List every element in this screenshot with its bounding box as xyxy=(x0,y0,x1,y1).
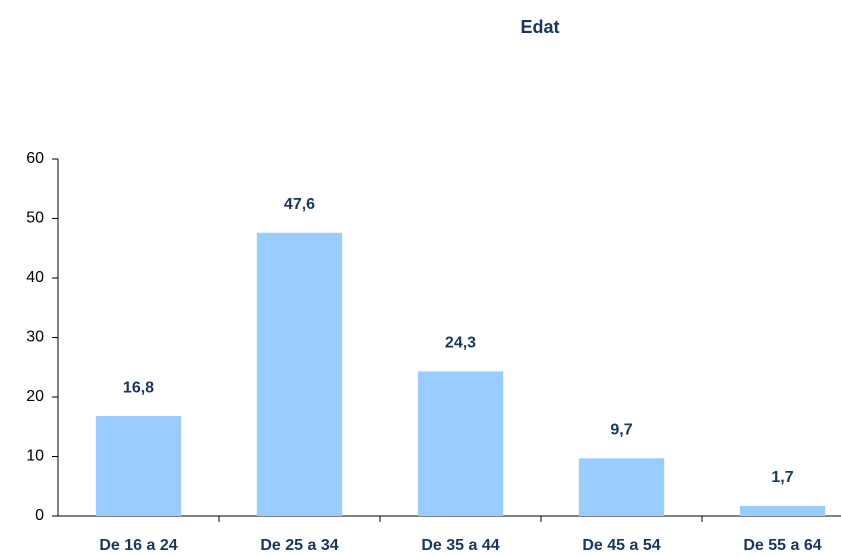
y-tick-label: 10 xyxy=(26,448,44,465)
x-tick-label: De 25 a 34 xyxy=(260,537,338,554)
x-tick-label: De 45 a 54 xyxy=(582,537,660,554)
value-label: 9,7 xyxy=(610,422,632,439)
y-tick-label: 50 xyxy=(26,210,44,227)
bar xyxy=(578,458,665,516)
y-tick-label: 40 xyxy=(26,269,44,286)
bar xyxy=(739,505,826,516)
y-tick-label: 30 xyxy=(26,329,44,346)
value-label: 24,3 xyxy=(445,335,476,352)
y-tick-label: 20 xyxy=(26,388,44,405)
value-label: 1,7 xyxy=(771,469,793,486)
bar xyxy=(256,232,343,516)
x-tick-label: De 16 a 24 xyxy=(99,537,177,554)
value-label: 16,8 xyxy=(123,379,154,396)
y-tick-label: 0 xyxy=(35,507,44,524)
x-tick-label: De 35 a 44 xyxy=(421,537,499,554)
y-tick-label: 60 xyxy=(26,150,44,167)
bar xyxy=(417,371,504,516)
chart-title: Edat xyxy=(520,17,559,37)
value-label: 47,6 xyxy=(284,196,315,213)
bar xyxy=(95,416,182,516)
x-tick-label: De 55 a 64 xyxy=(743,537,821,554)
